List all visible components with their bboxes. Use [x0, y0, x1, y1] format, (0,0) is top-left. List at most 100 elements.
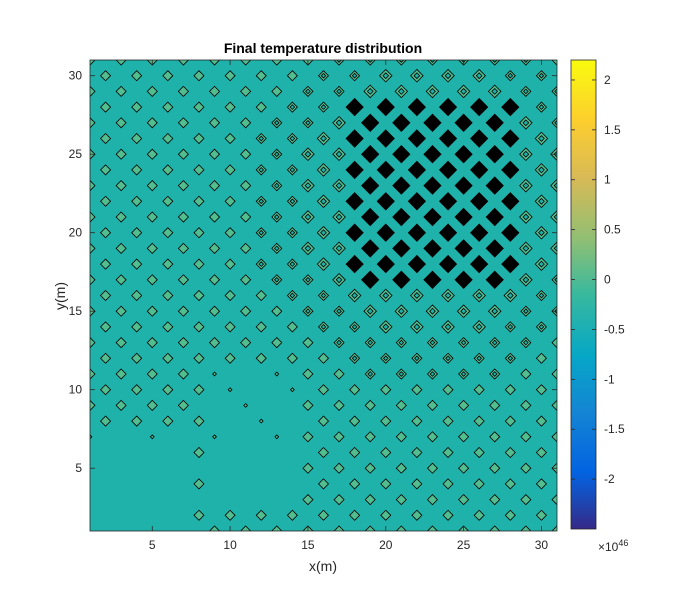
contour-diamond	[271, 85, 283, 97]
contour-diamond	[255, 352, 267, 364]
x-tick-label: 20	[379, 538, 393, 552]
hot-contour	[501, 192, 520, 211]
contour-inner	[336, 339, 342, 346]
contour-diamond	[504, 446, 516, 459]
contour-diamond	[146, 180, 158, 192]
axes-box	[89, 59, 558, 532]
contour-inner	[398, 339, 405, 346]
contour-diamond	[520, 494, 532, 506]
contour-diamond	[224, 352, 236, 364]
hot-contour	[423, 270, 442, 290]
contour-inner	[320, 229, 327, 237]
contour-diamond	[146, 337, 158, 349]
contour-diamond	[177, 305, 189, 317]
contour-diamond	[208, 148, 221, 160]
contour-diamond	[317, 384, 330, 396]
contour-dot	[149, 434, 155, 440]
contour-diamond	[458, 399, 470, 411]
contour-inner	[538, 135, 545, 142]
contour-diamond	[146, 274, 158, 286]
contour-inner	[429, 88, 436, 95]
contour-diamond	[193, 384, 205, 396]
contour-inner	[273, 245, 280, 252]
contour-diamond	[100, 415, 112, 427]
hot-contour	[392, 144, 411, 164]
contour-diamond	[224, 321, 236, 333]
hot-contour	[392, 176, 411, 195]
contour-diamond	[504, 384, 516, 396]
contour-inner	[475, 323, 483, 331]
contour-diamond	[240, 148, 252, 160]
contour-inner	[522, 182, 530, 189]
contour-inner	[305, 88, 311, 95]
colorbar-exponent: ×1046	[598, 538, 628, 554]
hot-contour	[407, 254, 427, 274]
contour-inner	[304, 213, 312, 221]
contour-diamond	[115, 117, 127, 129]
contour-diamond	[240, 60, 252, 66]
contour-diamond	[162, 70, 174, 82]
contour-inner	[523, 88, 529, 95]
contour-inner	[289, 167, 296, 173]
contour-diamond	[100, 164, 112, 176]
contour-diamond	[90, 117, 96, 129]
y-tick-label: 15	[69, 304, 83, 318]
contour-diamond	[90, 211, 96, 223]
contour-diamond	[208, 305, 221, 317]
contour-diamond	[90, 60, 96, 66]
contour-diamond	[535, 509, 547, 521]
hot-contour	[361, 144, 380, 164]
contour-diamond	[193, 352, 205, 364]
contour-diamond	[177, 337, 189, 349]
contour-inner	[538, 104, 545, 110]
contour-inner	[538, 72, 545, 79]
contour-diamond	[333, 399, 345, 411]
contour-diamond	[333, 368, 345, 380]
contour-diamond	[224, 195, 236, 207]
contour-inner	[305, 308, 311, 315]
contour-inner	[289, 198, 296, 205]
hot-contour	[501, 129, 520, 148]
contour-inner	[366, 88, 374, 95]
colorbar-frame	[570, 59, 597, 530]
contour-diamond	[131, 415, 143, 427]
hot-contour	[376, 160, 395, 180]
contour-diamond	[208, 180, 221, 192]
hot-contour	[345, 254, 364, 274]
contour-diamond	[240, 180, 252, 192]
hot-contour	[407, 192, 427, 211]
hot-contour	[438, 160, 458, 180]
contour-diamond	[489, 399, 501, 411]
contour-inner	[305, 276, 311, 283]
contour-dot	[243, 402, 249, 408]
contour-inner	[523, 60, 529, 63]
hot-contour	[454, 176, 473, 195]
contour-inner	[491, 307, 499, 315]
contour-inner	[460, 307, 467, 315]
contour-inner	[522, 150, 530, 158]
y-tick-label: 25	[69, 147, 83, 161]
hot-contour	[501, 223, 520, 242]
contour-inner	[289, 229, 296, 236]
hot-contour	[454, 113, 473, 133]
contour-inner	[538, 292, 545, 299]
contour-diamond	[224, 289, 236, 302]
contour-inner	[335, 150, 343, 158]
contour-inner	[320, 260, 327, 268]
contour-diamond	[90, 368, 96, 380]
colorbar	[571, 60, 596, 529]
contour-diamond	[162, 227, 174, 239]
contour-diamond	[442, 509, 454, 521]
contour-diamond	[146, 305, 158, 317]
contour-diamond	[193, 415, 205, 427]
contour-inner	[554, 88, 557, 95]
contour-diamond	[90, 180, 96, 192]
contour-diamond	[100, 384, 112, 396]
contour-diamond	[177, 60, 189, 66]
contour-diamond	[535, 478, 547, 490]
hot-contour	[345, 160, 364, 180]
hot-contour	[485, 113, 504, 133]
contour-inner	[258, 261, 265, 267]
hot-contour	[376, 129, 395, 148]
hot-contour	[361, 270, 380, 290]
